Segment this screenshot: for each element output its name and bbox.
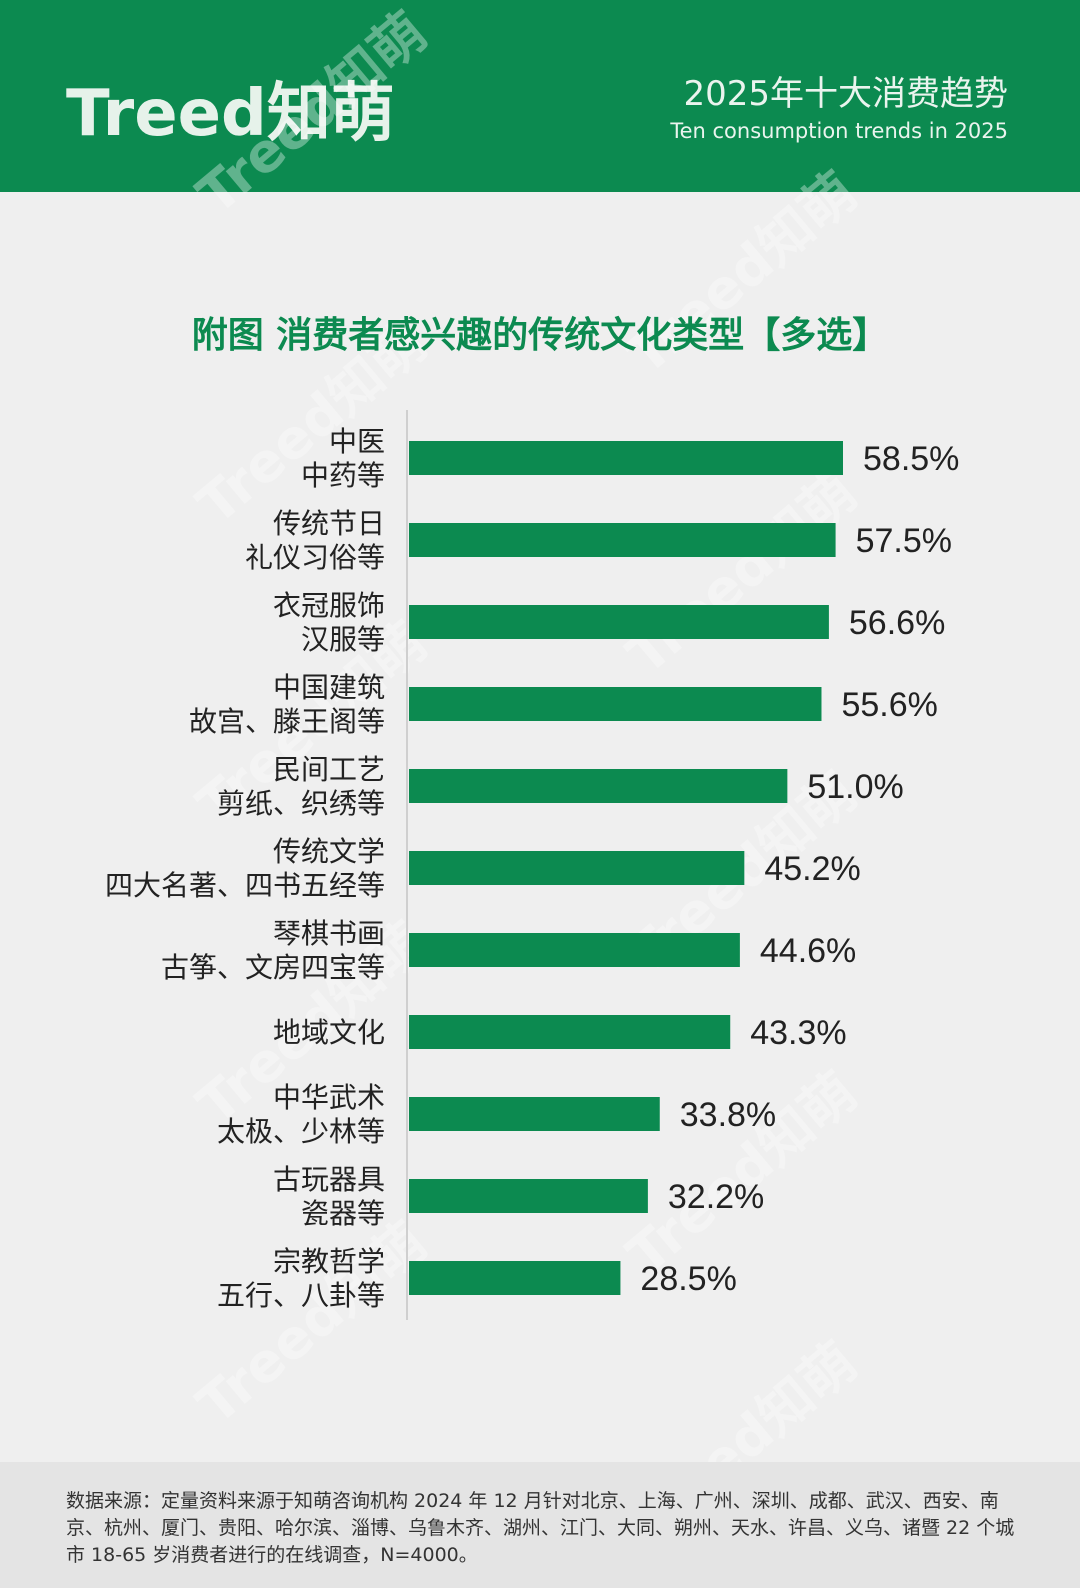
- category-label: 传统文学四大名著、四书五经等: [105, 835, 385, 902]
- bar-chart: 58.5% 中医中药等 57.5% 传统节日礼仪习俗等 56.6% 衣冠服饰汉服等 55.6…: [105, 410, 959, 1320]
- bar: [409, 769, 788, 803]
- category-label: 地域文化: [273, 1016, 385, 1049]
- data-label: 45.2%: [764, 850, 860, 888]
- data-source-note: 数据来源：定量资料来源于知萌咨询机构 2024 年 12 月针对北京、上海、广州…: [66, 1490, 1015, 1566]
- data-label: 32.2%: [668, 1178, 764, 1216]
- chart-title: 附图 消费者感兴趣的传统文化类型【多选】: [191, 315, 889, 356]
- footer-bar: [0, 1462, 1080, 1588]
- data-label: 28.5%: [640, 1260, 736, 1298]
- data-label: 33.8%: [680, 1096, 776, 1134]
- report-subtitle: Ten consumption trends in 2025: [670, 119, 1008, 143]
- report-heading: 2025年十大消费趋势 Ten consumption trends in 20…: [670, 66, 1008, 143]
- bar: [409, 687, 822, 721]
- data-label: 57.5%: [856, 522, 952, 560]
- bar: [409, 1015, 731, 1049]
- data-label: 43.3%: [750, 1014, 846, 1052]
- report-title: 2025年十大消费趋势: [683, 74, 1008, 114]
- bar: [409, 1179, 648, 1213]
- data-label: 58.5%: [863, 440, 959, 478]
- bar: [409, 933, 740, 967]
- data-label: 55.6%: [841, 686, 937, 724]
- bar: [409, 851, 745, 885]
- data-label: 51.0%: [807, 768, 903, 806]
- bar: [409, 523, 836, 557]
- bar: [409, 605, 829, 639]
- category-label: 民间工艺剪纸、织绣等: [217, 753, 385, 820]
- data-label: 56.6%: [849, 604, 945, 642]
- category-label: 中国建筑故宫、滕王阁等: [189, 671, 385, 738]
- category-label: 中华武术太极、少林等: [217, 1081, 385, 1148]
- data-label: 44.6%: [760, 932, 856, 970]
- bar: [409, 1261, 621, 1295]
- category-label: 传统节日礼仪习俗等: [245, 507, 385, 574]
- category-label: 古玩器具瓷器等: [273, 1163, 385, 1230]
- brand-logo: Treed知萌: [66, 77, 395, 151]
- category-label: 中医中药等: [301, 425, 385, 492]
- category-label: 琴棋书画古筝、文房四宝等: [161, 917, 385, 984]
- header-banner: Treed知萌 2025年十大消费趋势 Ten consumption tren…: [0, 0, 1080, 192]
- category-label: 宗教哲学五行、八卦等: [217, 1245, 385, 1312]
- category-label: 衣冠服饰汉服等: [273, 589, 385, 656]
- bar: [409, 1097, 660, 1131]
- bar: [409, 441, 843, 475]
